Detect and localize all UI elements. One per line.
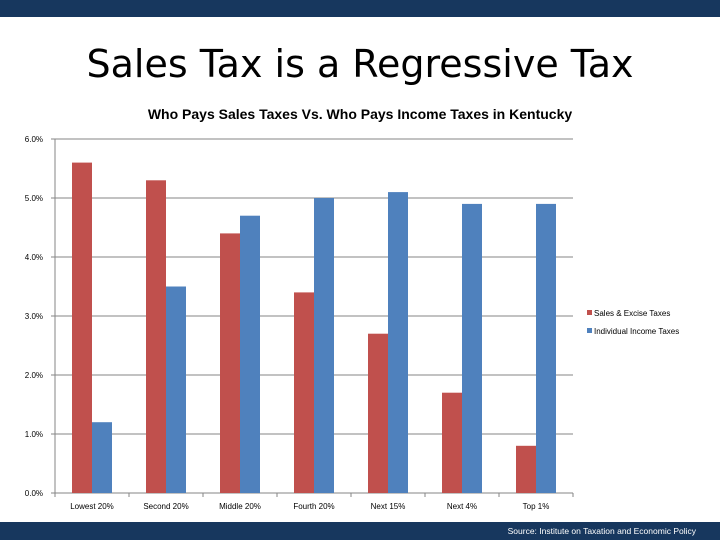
legend-swatch [587,310,592,315]
y-tick-label: 0.0% [25,489,43,498]
x-tick-label: Top 1% [523,502,550,511]
bars [72,162,556,494]
y-tick-label: 6.0% [25,135,43,144]
bar-income-5 [462,203,482,493]
x-tick-label: Middle 20% [219,502,261,511]
bar-sales-excise-4 [368,333,388,493]
bar-income-1 [166,286,186,493]
legend: Sales & Excise Taxes Individual Income Ta… [587,309,679,336]
bar-sales-excise-3 [294,292,314,493]
slide-title: Sales Tax is a Regressive Tax [86,42,634,86]
x-axis-tick-labels: Lowest 20% Second 20% Middle 20% Fourth 20%… [70,502,549,511]
legend-label: Sales & Excise Taxes [594,309,670,318]
source-text: Source: Institute on Taxation and Econom… [507,526,696,536]
legend-swatch [587,328,592,333]
bar-income-0 [92,422,112,493]
bar-sales-excise-2 [220,233,240,493]
bar-sales-excise-6 [516,445,536,493]
bar-sales-excise-5 [442,392,462,493]
y-tick-label: 3.0% [25,312,43,321]
bar-sales-excise-0 [72,162,92,493]
x-tick-label: Next 4% [447,502,477,511]
y-tick-label: 1.0% [25,430,43,439]
bar-income-6 [536,203,556,493]
chart-title: Who Pays Sales Taxes Vs. Who Pays Income… [147,106,573,122]
y-tick-label: 5.0% [25,194,43,203]
x-tick-label: Second 20% [143,502,188,511]
top-banner [0,0,720,17]
y-tick-label: 4.0% [25,253,43,262]
bar-income-3 [314,198,334,493]
bar-income-4 [388,192,408,493]
bottom-banner: Source: Institute on Taxation and Econom… [0,522,720,540]
bar-sales-excise-1 [146,180,166,494]
legend-label: Individual Income Taxes [594,327,679,336]
x-tick-label: Lowest 20% [70,502,114,511]
x-tick-label: Next 15% [371,502,406,511]
x-tick-label: Fourth 20% [293,502,334,511]
y-tick-label: 2.0% [25,371,43,380]
y-axis-tick-labels: 0.0% 1.0% 2.0% 3.0% 4.0% 5.0% 6.0% [25,135,43,498]
bar-income-2 [240,215,260,493]
